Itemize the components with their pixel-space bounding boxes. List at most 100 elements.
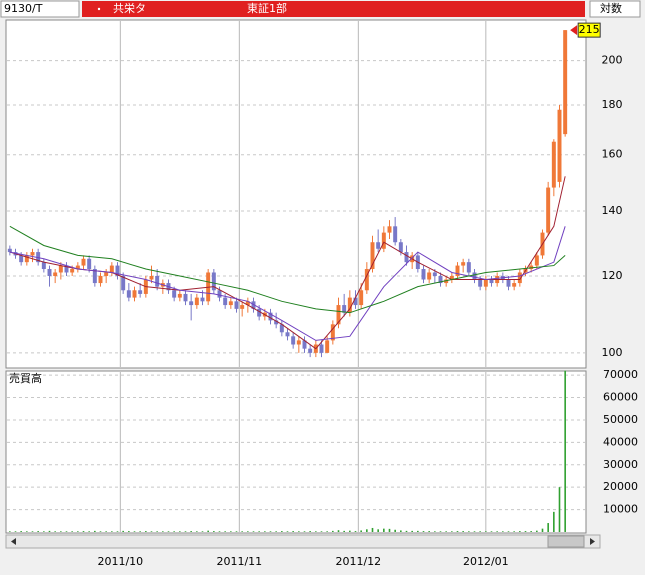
- volume-bar: [173, 531, 175, 532]
- volume-bar: [145, 531, 147, 532]
- volume-bar: [116, 531, 119, 532]
- candle-body: [557, 109, 562, 182]
- volume-bar: [541, 528, 544, 532]
- volume-bar: [354, 531, 357, 532]
- volume-bar: [360, 530, 362, 532]
- scrollbar[interactable]: [5, 534, 601, 549]
- volume-bar: [31, 531, 34, 532]
- volume-bar: [547, 523, 549, 532]
- candle-body: [177, 293, 182, 298]
- volume-bar: [479, 531, 481, 532]
- candle-body: [461, 262, 466, 266]
- volume-bar: [513, 531, 515, 532]
- volume-bar: [524, 531, 527, 532]
- volume-tick-label: 60000: [603, 391, 638, 404]
- candle-body: [138, 290, 143, 294]
- candle-body: [330, 324, 335, 341]
- candle-body: [285, 332, 290, 337]
- scroll-left[interactable]: [11, 538, 16, 545]
- candle-body: [455, 265, 460, 276]
- volume-bar: [377, 529, 379, 532]
- volume-bar: [417, 530, 419, 532]
- candle-body: [279, 324, 284, 333]
- candle-body: [115, 265, 120, 276]
- candle-body: [359, 290, 364, 306]
- volume-bar: [564, 370, 566, 532]
- candle-body: [53, 272, 58, 276]
- volume-bar: [462, 531, 464, 532]
- volume-label: 売買高: [9, 371, 42, 385]
- volume-tick-label: 10000: [603, 503, 638, 516]
- candle-body: [104, 272, 109, 276]
- last-price-box: [577, 22, 601, 38]
- scale-label[interactable]: 対数: [600, 1, 622, 15]
- candle-body: [189, 301, 194, 306]
- volume-bar: [439, 531, 442, 532]
- candle-body: [483, 279, 488, 287]
- volume-bar: [371, 527, 374, 532]
- y-tick-label: 180: [602, 98, 623, 111]
- volume-bar: [156, 531, 158, 532]
- scroll-right[interactable]: [590, 538, 595, 545]
- volume-bar: [281, 531, 283, 532]
- candle-body: [534, 255, 539, 266]
- candle-body: [444, 279, 449, 284]
- candle-body: [41, 262, 46, 270]
- x-tick-label: 2011/12: [335, 555, 381, 568]
- volume-bar: [303, 531, 306, 532]
- candle-body: [36, 252, 41, 263]
- symbol-box: [0, 0, 80, 18]
- price-panel: [5, 19, 587, 369]
- volume-bar: [150, 531, 153, 532]
- volume-bar: [162, 531, 164, 532]
- volume-bar: [434, 531, 436, 532]
- candle-body: [370, 242, 375, 270]
- volume-bar: [14, 531, 17, 532]
- candle-body: [211, 272, 216, 291]
- volume-bar: [241, 531, 243, 532]
- candle-body: [478, 279, 483, 287]
- candle-body: [200, 297, 205, 302]
- volume-bar: [258, 531, 260, 532]
- stock-name: 共栄タ: [113, 1, 146, 15]
- candle-body: [47, 269, 52, 276]
- candle-body: [240, 305, 245, 309]
- moving-average: [9, 225, 566, 314]
- volume-bar: [99, 531, 102, 532]
- volume-bar: [468, 531, 470, 532]
- candle-body: [19, 255, 24, 263]
- candle-body: [551, 141, 556, 188]
- candle-body: [387, 226, 392, 233]
- volume-bar: [26, 531, 28, 532]
- candle-body: [376, 242, 381, 249]
- candle-body: [432, 272, 437, 276]
- volume-bar: [320, 531, 323, 532]
- candle-body: [353, 297, 358, 306]
- volume-bar: [71, 531, 73, 532]
- candle-body: [546, 187, 551, 233]
- volume-bar: [286, 531, 289, 532]
- candle-body: [121, 275, 126, 291]
- volume-bar: [60, 531, 62, 532]
- scroll-thumb[interactable]: [547, 535, 585, 548]
- volume-bar: [264, 531, 266, 532]
- volume-bar: [269, 531, 272, 532]
- x-tick-label: 2012/01: [463, 555, 509, 568]
- volume-bar: [428, 531, 430, 532]
- scale-box[interactable]: [589, 0, 641, 18]
- volume-bar: [349, 530, 351, 532]
- y-tick-label: 140: [602, 204, 623, 217]
- volume-bar: [558, 487, 561, 532]
- volume-bar: [179, 531, 181, 532]
- volume-bar: [388, 528, 391, 532]
- volume-bar: [94, 530, 96, 532]
- candle-body: [183, 293, 188, 302]
- volume-bar: [343, 530, 345, 532]
- volume-bar: [88, 531, 90, 532]
- volume-bar: [405, 530, 408, 532]
- volume-bar: [536, 530, 538, 532]
- volume-panel: [5, 370, 587, 534]
- volume-bar: [315, 531, 317, 532]
- candle-body: [172, 290, 177, 298]
